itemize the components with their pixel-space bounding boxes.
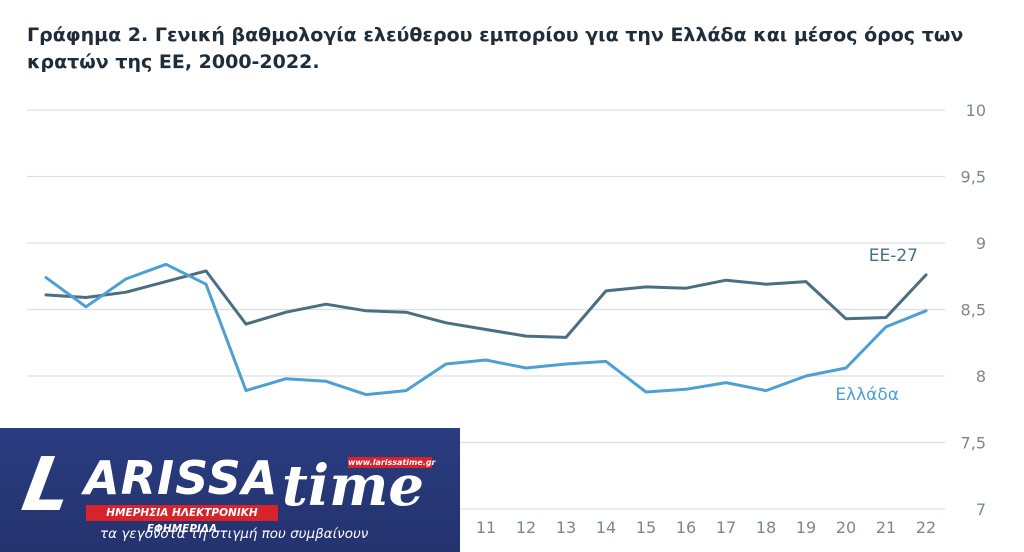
- x-axis-ticks: 11 12 13 14 15 16 17 18 19 20 21 22: [476, 518, 936, 537]
- x-tick-label: 17: [716, 518, 736, 537]
- y-tick-label: 10: [966, 101, 986, 120]
- y-tick-label: 9: [976, 234, 986, 253]
- series-label-greece: Ελλάδα: [835, 385, 899, 405]
- y-tick-label: 9,5: [961, 168, 986, 187]
- slogan-text: τα γεγονότα τη στιγμή που συμβαίνουν: [100, 526, 369, 542]
- x-tick-label: 12: [516, 518, 536, 537]
- series-line-greece: [44, 262, 928, 397]
- series-line-eu27: [44, 269, 928, 339]
- series-labels: ΕΕ-27 Ελλάδα: [835, 246, 918, 405]
- series-label-eu27: ΕΕ-27: [869, 246, 918, 266]
- chart-title: Γράφημα 2. Γενική βαθμολογία ελεύθερου ε…: [27, 24, 964, 73]
- y-tick-label: 8,5: [961, 301, 986, 320]
- x-tick-label: 20: [836, 518, 856, 537]
- logo-letter-l: L: [16, 442, 79, 528]
- newspaper-tagline: ΗΜΕΡΗΣΙΑ ΗΛΕΚΤΡΟΝΙΚΗ ΕΦΗΜΕΡΙΔΑ: [86, 505, 278, 535]
- y-tick-label: 8: [976, 367, 986, 386]
- x-tick-label: 22: [916, 518, 936, 537]
- x-tick-label: 16: [676, 518, 696, 537]
- x-tick-label: 13: [556, 518, 576, 537]
- x-tick-label: 19: [796, 518, 816, 537]
- x-tick-label: 15: [636, 518, 656, 537]
- y-tick-label: 7,5: [961, 434, 986, 453]
- y-tick-label: 7: [976, 500, 986, 519]
- series-lines: [44, 262, 928, 397]
- larissatime-banner: L ARISSA time www.larissatime.gr ΗΜΕΡΗΣΙ…: [0, 428, 460, 552]
- x-tick-label: 11: [476, 518, 496, 537]
- x-tick-label: 21: [876, 518, 896, 537]
- y-axis-ticks: 10 9,5 9 8,5 8 7,5 7: [961, 101, 986, 519]
- logo-arissa: ARISSA: [84, 451, 279, 505]
- website-link[interactable]: www.larissatime.gr: [348, 457, 436, 468]
- x-tick-label: 14: [596, 518, 616, 537]
- x-tick-label: 18: [756, 518, 776, 537]
